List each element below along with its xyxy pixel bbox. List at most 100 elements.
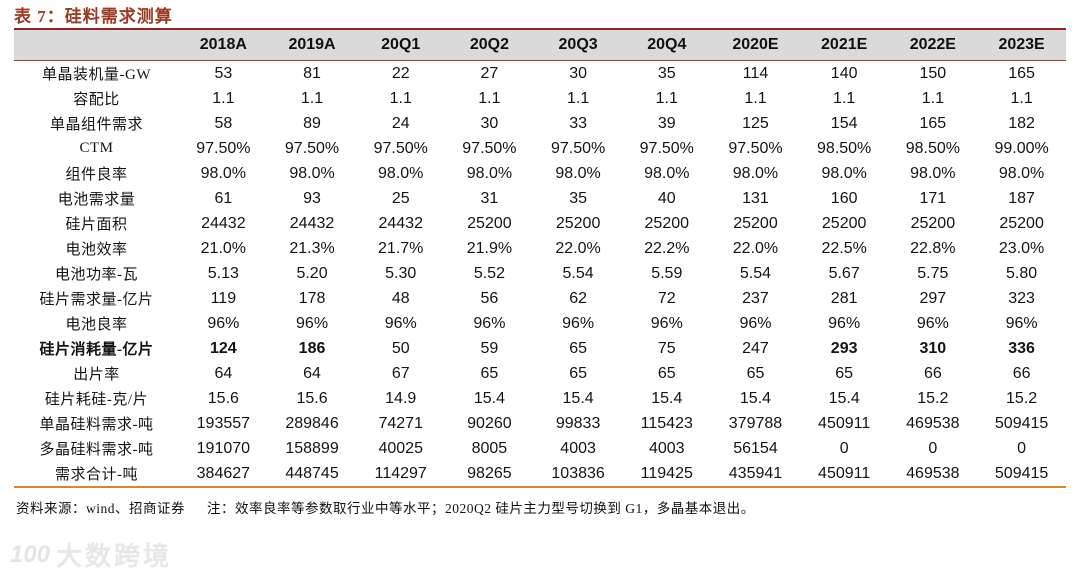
table-cell: 15.4 (473, 389, 505, 407)
table-cell: 15.4 (562, 389, 594, 407)
table-cell: 21.3% (289, 239, 335, 257)
table-cell: 247 (742, 339, 769, 357)
table-cell: 64 (303, 364, 321, 382)
table-cell: 96% (562, 314, 595, 332)
table-cell: 97.50% (550, 139, 606, 157)
column-header: 20Q2 (445, 29, 534, 61)
table-cell: 64 (214, 364, 233, 382)
table-cell: 25200 (821, 214, 867, 232)
column-header: 2022E (888, 29, 978, 61)
table-cell: 30 (480, 114, 499, 132)
table-cell: 4003 (648, 439, 685, 457)
table-cell: 21.9% (466, 239, 513, 257)
table-row: 硅片面积 24432 24432 24432 25200 25200 25200 25200 2… (14, 211, 1066, 236)
table-row: 电池功率-瓦 5.13 5.20 5.30 5.52 5.54 5.59 5.54 5.67 5.… (14, 261, 1066, 286)
watermark-text: 大数跨境 (56, 542, 173, 571)
table-cell: 154 (830, 114, 858, 132)
table-cell: 31 (480, 189, 499, 207)
table-row: 电池良率 96% 96% 96% 96% 96% 96% 96% 96% 96% 96% (14, 311, 1066, 336)
table-cell: 178 (298, 289, 326, 307)
table-cell: 81 (303, 64, 321, 82)
table-cell: 98.0% (910, 164, 956, 182)
table-cell: 56 (480, 289, 499, 307)
row-label: 单晶组件需求 (49, 117, 143, 133)
table-cell: 0 (839, 439, 849, 457)
table-cell: 66 (1012, 364, 1031, 382)
row-label: 单晶装机量-GW (42, 67, 151, 83)
row-label: 出片率 (73, 367, 120, 383)
table-cell: 50 (391, 339, 410, 357)
table-cell: 124 (209, 339, 237, 357)
table-row: 单晶组件需求 58 89 24 30 33 39 125 154 165 182 (14, 111, 1066, 136)
column-header: 20Q3 (533, 29, 623, 61)
table-cell: 289846 (285, 414, 339, 432)
table-cell: 1.1 (478, 89, 501, 107)
table-cell: 65 (569, 339, 587, 357)
table-cell: 509415 (994, 464, 1049, 482)
table-cell: 125 (742, 114, 769, 132)
table-cell: 15.2 (1006, 389, 1038, 407)
table-cell: 97.50% (373, 139, 428, 157)
table-row: 硅片耗硅-克/片 15.6 15.6 14.9 15.4 15.4 15.4 15.4 15.4… (14, 386, 1066, 411)
table-cell: 384627 (196, 464, 251, 482)
table-cell: 98.0% (732, 164, 779, 182)
table-cell: 14.9 (385, 389, 417, 407)
table-cell: 5.13 (207, 264, 239, 282)
table-row: CTM 97.50% 97.50% 97.50% 97.50% 97.50% 97.50% 9… (14, 136, 1066, 161)
table-cell: 65 (746, 364, 765, 382)
table-cell: 96% (650, 314, 683, 332)
table-cell: 93 (303, 189, 321, 207)
row-label: 硅片消耗量-亿片 (39, 342, 154, 358)
watermark-logo-icon: 100 (10, 540, 51, 568)
table-cell: 1.1 (744, 89, 767, 107)
table-cell: 22.0% (732, 239, 779, 257)
table-cell: 40 (657, 189, 676, 207)
table-cell: 15.4 (828, 389, 860, 407)
table-cell: 4003 (560, 439, 596, 457)
table-cell: 15.6 (296, 389, 328, 407)
table-cell: 22.8% (910, 239, 956, 257)
table-cell: 25200 (910, 214, 956, 232)
table-cell: 1.1 (389, 89, 412, 107)
table-cell: 72 (657, 289, 676, 307)
table-cell: 336 (1008, 339, 1035, 357)
table-cell: 75 (657, 339, 676, 357)
table-cell: 182 (1008, 114, 1035, 132)
table-cell: 191070 (196, 439, 251, 457)
column-header: 20Q4 (622, 29, 712, 61)
column-header: 2021E (799, 29, 889, 61)
table-cell: 5.20 (296, 264, 328, 282)
table-cell: 115423 (640, 414, 693, 432)
table-cell: 56154 (733, 439, 778, 457)
table-cell: 97.50% (196, 139, 251, 157)
table-cell: 5.59 (651, 264, 683, 282)
table-cell: 59 (480, 339, 499, 357)
table-cell: 165 (1008, 64, 1035, 82)
table-cell: 310 (919, 339, 947, 357)
table-cell: 119425 (640, 464, 693, 482)
table-cell: 40025 (378, 439, 423, 457)
table-cell: 24432 (201, 214, 246, 232)
table-cell: 469538 (906, 414, 960, 432)
table-cell: 5.67 (828, 264, 860, 282)
table-cell: 22.5% (821, 239, 867, 257)
table-cell: 187 (1008, 189, 1035, 207)
table-cell: 98.0% (378, 164, 424, 182)
table-row: 容配比 1.1 1.1 1.1 1.1 1.1 1.1 1.1 1.1 1.1 1.1 (14, 86, 1066, 111)
table-cell: 5.54 (739, 264, 772, 282)
table-cell: 98.50% (817, 139, 872, 157)
table-cell: 22.0% (555, 239, 601, 257)
table-cell: 158899 (285, 439, 339, 457)
column-header: 2018A (179, 29, 268, 61)
table-cell: 379788 (728, 414, 783, 432)
table-row: 电池需求量 61 93 25 31 35 40 131 160 171 187 (14, 186, 1066, 211)
table-cell: 22 (391, 64, 410, 82)
table-cell: 74271 (378, 414, 423, 432)
row-label: 硅片耗硅-克/片 (44, 392, 149, 408)
table-cell: 27 (480, 64, 499, 82)
table-row: 硅片需求量-亿片 119 178 48 56 62 72 237 281 297 323 (14, 286, 1066, 311)
table-cell: 435941 (728, 464, 783, 482)
table-cell: 98.0% (998, 164, 1045, 182)
column-header: 2020E (711, 29, 800, 61)
table-cell: 1.1 (655, 89, 678, 107)
